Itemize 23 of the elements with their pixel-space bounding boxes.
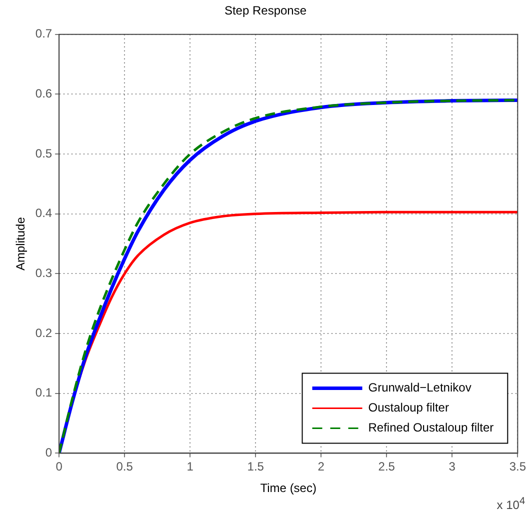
text: x 10$^{4}$: [496, 496, 525, 512]
y-tick-label: 0.5: [35, 146, 52, 160]
y-tick-label: 0.3: [35, 266, 52, 280]
legend-label: Grunwald−Letnikov: [368, 380, 472, 395]
y-tick-label: 0.2: [35, 326, 52, 340]
x-tick-label: 3: [448, 460, 456, 474]
y-tick-label: 0.7: [35, 26, 52, 41]
y-tick-label: 0.4: [35, 206, 52, 220]
legend-label: Oustaloup filter: [368, 400, 449, 415]
y-axis-title: Amplitude: [14, 216, 28, 270]
legend-label: Refined Oustaloup filter: [368, 420, 494, 435]
y-tick-label: 0.6: [35, 86, 52, 101]
x-tick-label: 2.5: [378, 460, 396, 474]
chart-title: Step Response: [224, 4, 307, 18]
x-tick-label: 0.5: [116, 460, 134, 474]
x-axis-title: Time (sec): [260, 481, 316, 496]
x-tick-label: 1.5: [247, 460, 264, 474]
y-tick-label: 0.1: [35, 386, 52, 400]
x-tick-label: 2: [318, 460, 325, 474]
x-tick-label: 0: [56, 460, 63, 474]
x-tick-label: 1: [186, 460, 194, 474]
x-tick-label: 3.5: [509, 460, 526, 474]
y-tick-label: 0: [45, 446, 52, 460]
